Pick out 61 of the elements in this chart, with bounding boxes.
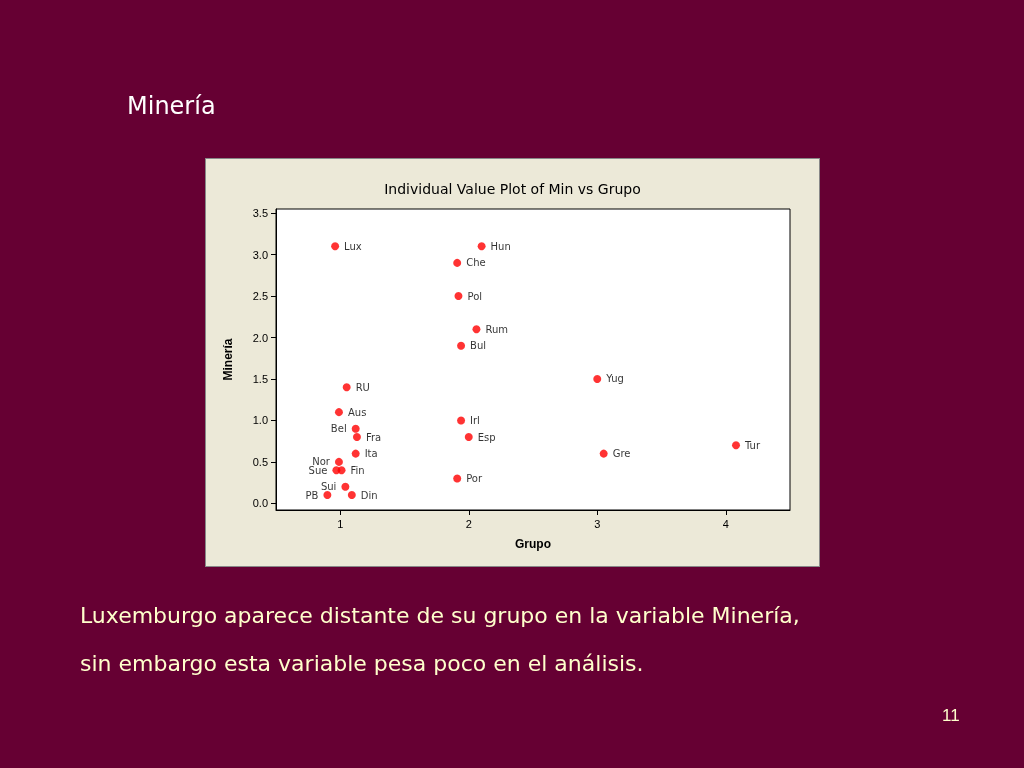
point <box>347 491 356 500</box>
point <box>342 383 351 392</box>
point <box>464 433 473 442</box>
y-tick-label: 1.5 <box>252 372 268 385</box>
point <box>334 408 343 417</box>
point <box>334 457 343 466</box>
x-tick-label: 3 <box>594 517 601 530</box>
y-tick-label: 0.0 <box>252 497 268 510</box>
data-label: Pol <box>467 290 483 302</box>
point <box>323 491 332 500</box>
point <box>457 341 466 350</box>
data-label: Yug <box>605 373 624 385</box>
data-label: Din <box>360 489 378 501</box>
y-tick-label: 2.0 <box>252 331 268 344</box>
chart-title: Individual Value Plot of Min vs Grupo <box>384 181 641 197</box>
point <box>593 374 602 383</box>
data-label: Bel <box>330 423 347 435</box>
x-tick-label: 4 <box>722 517 729 530</box>
text: Minería <box>127 92 216 120</box>
point <box>732 441 741 450</box>
y-tick-label: 3.5 <box>252 207 268 220</box>
y-axis-title: Minería <box>221 338 235 381</box>
data-label: RU <box>355 381 370 393</box>
data-label: Irl <box>470 414 480 426</box>
point <box>351 424 360 433</box>
text: 11 <box>942 706 960 726</box>
point <box>351 449 360 458</box>
point <box>341 482 350 491</box>
point <box>337 466 346 475</box>
data-label: Bul <box>470 340 487 352</box>
point <box>453 258 462 267</box>
data-label: Tur <box>744 439 761 451</box>
y-tick-label: 0.5 <box>252 455 268 468</box>
data-label: Lux <box>344 240 362 252</box>
data-label: Hun <box>490 240 511 252</box>
point <box>352 433 361 442</box>
data-label: PB <box>305 489 319 501</box>
y-tick-label: 1.0 <box>252 414 268 427</box>
x-tick-label: 1 <box>337 517 344 530</box>
x-tick-label: 2 <box>465 517 472 530</box>
data-label: Ita <box>364 448 378 460</box>
point <box>472 325 481 334</box>
point <box>454 292 463 301</box>
point <box>599 449 608 458</box>
point <box>477 242 486 251</box>
data-label: Fin <box>350 464 365 476</box>
text: Luxemburgo aparece distante de su grupo en la variable Minería, sin embargo esta variable pesa poco en el análisis. <box>80 602 800 678</box>
data-label: Aus <box>347 406 367 418</box>
data-label: Sui <box>320 481 337 493</box>
point <box>453 474 462 483</box>
y-tick-label: 3.0 <box>252 248 268 261</box>
y-tick-label: 2.5 <box>252 290 268 303</box>
data-label: Che <box>466 257 486 269</box>
x-axis-title: Grupo <box>515 537 551 551</box>
data-label: Fra <box>365 431 382 443</box>
data-label: Esp <box>477 431 496 443</box>
data-label: Gre <box>612 448 631 460</box>
point <box>331 242 340 251</box>
data-label: Rum <box>485 323 509 335</box>
data-label: Por <box>466 472 483 484</box>
point <box>457 416 466 425</box>
